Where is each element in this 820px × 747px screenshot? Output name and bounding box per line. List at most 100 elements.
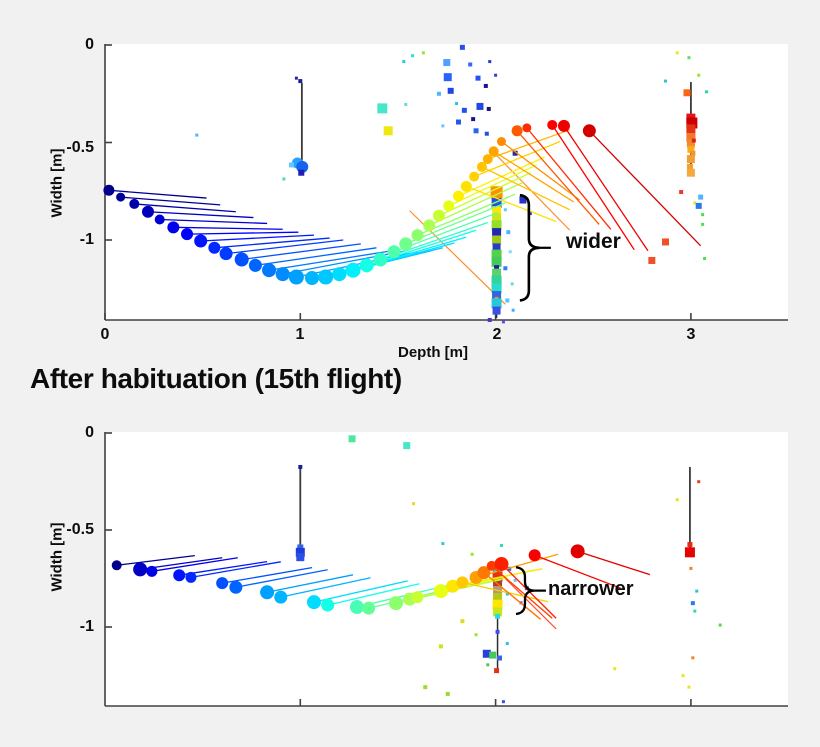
scatter-square — [402, 60, 406, 64]
top-yaxis-label: Width [m] — [48, 148, 66, 218]
gap-column-square — [492, 213, 502, 223]
trajectory-point — [433, 584, 448, 599]
top-xtick-2: 2 — [492, 326, 502, 343]
velocity-vector — [327, 583, 420, 606]
pole-marker — [686, 117, 698, 129]
trajectory-point — [141, 205, 154, 218]
velocity-vector — [151, 557, 238, 572]
trajectory-point — [146, 565, 158, 577]
trajectory-point — [318, 269, 334, 285]
scatter-square — [383, 126, 393, 136]
velocity-vector — [588, 130, 702, 247]
scatter-square — [294, 76, 298, 80]
stray-vector-line — [489, 147, 571, 231]
trajectory-point — [547, 119, 558, 130]
scatter-square — [510, 282, 514, 286]
pole-marker — [289, 162, 295, 168]
pole-marker — [683, 89, 691, 97]
pole-marker — [687, 542, 693, 548]
bottom-plot-graphics — [104, 432, 788, 707]
trajectory-point — [306, 595, 321, 610]
gap-column-square — [492, 291, 502, 301]
trajectory-point — [469, 171, 480, 182]
trajectory-point — [486, 560, 497, 571]
pole-marker — [297, 544, 304, 551]
scatter-square — [470, 552, 474, 556]
trajectory-point — [185, 571, 197, 583]
trajectory-point — [129, 198, 140, 209]
trajectory-point — [216, 577, 229, 590]
velocity-vector — [214, 237, 330, 249]
velocity-vector — [241, 243, 361, 261]
trajectory-point — [522, 123, 532, 133]
scatter-square — [691, 656, 695, 660]
scatter-square — [687, 685, 691, 689]
scatter-square — [513, 578, 517, 582]
scatter-square — [484, 131, 489, 136]
top-ytick-1: -1 — [79, 231, 94, 248]
plot-area — [105, 44, 788, 320]
velocity-vector — [173, 226, 283, 230]
trajectory-point — [496, 137, 506, 147]
trajectory-point — [103, 184, 115, 196]
pole-marker — [686, 124, 696, 134]
gap-column-square — [492, 235, 502, 245]
trajectory-point — [167, 221, 180, 234]
trajectory-point — [570, 544, 585, 559]
scatter-square — [695, 589, 699, 593]
scatter-square — [455, 102, 459, 105]
pole-marker — [687, 145, 695, 153]
velocity-vector — [190, 561, 281, 578]
pole-marker — [686, 133, 696, 143]
scatter-square — [488, 60, 492, 64]
scatter-square — [506, 230, 511, 235]
trajectory-point — [262, 263, 277, 278]
scatter-square — [718, 623, 722, 627]
trajectory-point — [452, 190, 464, 202]
scatter-square — [690, 601, 695, 606]
scatter-square — [503, 208, 507, 212]
trajectory-point — [116, 192, 126, 202]
scatter-square — [648, 256, 656, 264]
scatter-square — [664, 79, 668, 83]
top-xtick-1: 1 — [295, 326, 305, 343]
scatter-square — [675, 51, 679, 55]
scatter-square — [447, 87, 454, 94]
scatter-square — [436, 91, 441, 96]
scatter-square — [443, 73, 452, 82]
trajectory-point — [349, 600, 364, 615]
pole-marker — [686, 168, 695, 177]
trajectory-point — [219, 247, 233, 261]
scatter-square — [701, 222, 705, 226]
pole-marker — [298, 79, 303, 84]
top-ytick-05: -0.5 — [66, 139, 94, 156]
velocity-vector — [491, 565, 553, 619]
gap-column-square — [491, 283, 502, 294]
velocity-vector — [159, 218, 268, 225]
scatter-square — [499, 544, 503, 548]
scatter-square — [681, 674, 685, 678]
scatter-square — [348, 435, 356, 443]
gap-column-square — [493, 593, 503, 603]
bottom-yaxis-label: Width [m] — [48, 522, 66, 592]
trajectory-point — [321, 598, 335, 612]
pole-marker — [690, 150, 696, 156]
velocity-vector — [534, 554, 621, 589]
trajectory-point — [359, 258, 374, 273]
trajectory-point — [411, 229, 424, 242]
scatter-square — [512, 150, 518, 156]
velocity-vector — [200, 234, 315, 242]
scatter-square — [445, 691, 450, 696]
scatter-square — [483, 83, 488, 88]
scatter-square — [423, 685, 428, 690]
scatter-square — [697, 480, 701, 484]
pole-marker — [686, 155, 695, 164]
scatter-square — [701, 213, 705, 217]
trajectory-point — [234, 252, 249, 267]
top-xtick-3: 3 — [686, 326, 696, 343]
trajectory-point — [154, 214, 165, 225]
velocity-vector — [551, 124, 635, 251]
scatter-square — [404, 102, 408, 106]
scatter-square — [501, 700, 505, 704]
pole-marker — [298, 169, 305, 176]
